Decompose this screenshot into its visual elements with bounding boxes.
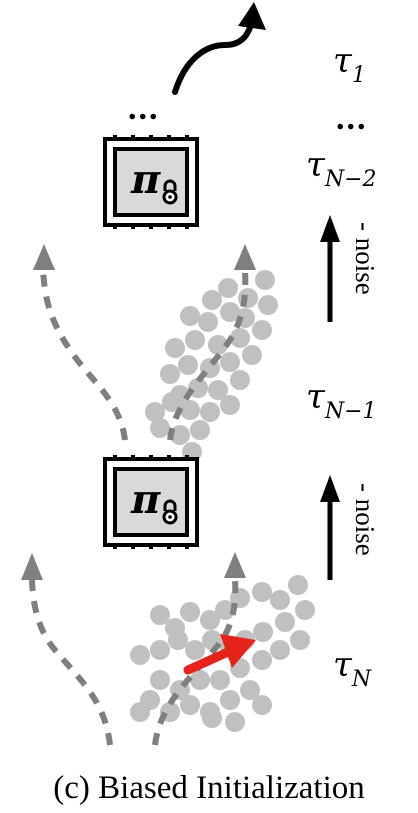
sample-dot bbox=[255, 270, 275, 290]
sample-dot bbox=[150, 640, 170, 660]
sample-dot bbox=[208, 380, 228, 400]
lock-icon bbox=[162, 179, 178, 205]
sample-dot bbox=[220, 690, 240, 710]
sample-dot bbox=[220, 352, 240, 372]
sample-dot bbox=[198, 312, 218, 332]
sample-dot bbox=[145, 402, 165, 422]
sample-dot bbox=[230, 370, 250, 390]
bias-arrow bbox=[183, 634, 256, 675]
noise-label-bottom: - noise bbox=[350, 483, 380, 556]
sample-dot bbox=[218, 278, 238, 298]
sample-dot bbox=[220, 395, 240, 415]
sample-dot bbox=[210, 670, 230, 690]
sample-dot bbox=[215, 600, 235, 620]
sample-dot bbox=[258, 295, 278, 315]
sample-dot bbox=[185, 640, 205, 660]
lower-dashed-path-right bbox=[152, 552, 246, 746]
sample-dot bbox=[180, 400, 200, 420]
sample-dot bbox=[288, 575, 308, 595]
top-curved-arrow bbox=[172, 2, 266, 95]
sample-dot bbox=[130, 702, 150, 722]
sample-dot bbox=[180, 695, 200, 715]
sample-dot bbox=[202, 708, 222, 728]
tau-n-sub: N bbox=[351, 667, 372, 692]
tau-n-base: τ bbox=[333, 645, 352, 685]
upper-sample-cloud bbox=[145, 270, 278, 462]
lower-dashed-path-left bbox=[21, 553, 113, 746]
upper-dashed-path-right bbox=[167, 244, 256, 441]
ellipsis-right: ... bbox=[336, 100, 368, 137]
figure-caption: (c) Biased Initialization bbox=[53, 770, 365, 806]
tau-1-label: τ1 bbox=[333, 41, 366, 87]
sample-dot bbox=[220, 302, 240, 322]
sample-dot bbox=[168, 630, 188, 650]
tau-n-minus-2-base: τ bbox=[306, 145, 325, 185]
sample-dot bbox=[240, 680, 260, 700]
sample-dot bbox=[150, 418, 170, 438]
sample-dot bbox=[270, 590, 290, 610]
policy-symbol-top: π bbox=[131, 156, 161, 203]
policy-chip-bottom bbox=[103, 455, 199, 549]
sample-dot bbox=[252, 582, 272, 602]
sample-dot bbox=[252, 695, 272, 715]
sample-dot bbox=[190, 420, 210, 440]
sample-dot bbox=[290, 630, 310, 650]
sample-dot bbox=[162, 392, 182, 412]
sample-dot bbox=[160, 364, 180, 384]
policy-chip-top bbox=[103, 135, 199, 229]
tau-n-minus-1-sub: N−1 bbox=[324, 399, 377, 424]
sample-dot bbox=[295, 600, 315, 620]
sample-dot bbox=[200, 402, 220, 422]
tau-n-minus-2-sub: N−2 bbox=[324, 167, 377, 192]
sample-dot bbox=[208, 335, 228, 355]
sample-dot bbox=[230, 328, 250, 348]
tau-1-sub: 1 bbox=[351, 63, 366, 88]
sample-dot bbox=[150, 670, 170, 690]
sample-dot bbox=[252, 650, 272, 670]
tau-n-label: τN bbox=[333, 645, 371, 691]
sample-dot bbox=[130, 645, 150, 665]
sample-dot bbox=[202, 290, 222, 310]
tau-n-minus-1-base: τ bbox=[306, 377, 325, 417]
tau-n-minus-1-label: τN−1 bbox=[306, 377, 377, 423]
tau-1-base: τ bbox=[333, 41, 352, 81]
sample-dot bbox=[150, 605, 170, 625]
lock-icon bbox=[162, 499, 178, 525]
sample-dot bbox=[200, 610, 220, 630]
ellipsis-left: ... bbox=[128, 90, 160, 127]
sample-dot bbox=[225, 712, 245, 732]
sample-dot bbox=[180, 306, 200, 326]
sample-dot bbox=[178, 355, 198, 375]
upper-dashed-path-left bbox=[33, 244, 128, 441]
tau-n-minus-2-label: τN−2 bbox=[306, 145, 377, 191]
sample-dot bbox=[242, 345, 262, 365]
noise-arrow-bottom bbox=[320, 475, 340, 580]
sample-dot bbox=[190, 670, 210, 690]
noise-arrow-top bbox=[320, 215, 340, 322]
sample-dot bbox=[185, 330, 205, 350]
sample-dot bbox=[275, 612, 295, 632]
noise-label-top: - noise bbox=[350, 222, 380, 295]
sample-dot bbox=[270, 640, 290, 660]
sample-dot bbox=[253, 622, 273, 642]
sample-dot bbox=[252, 320, 272, 340]
policy-symbol-bottom: π bbox=[131, 476, 161, 523]
sample-dot bbox=[180, 602, 200, 622]
sample-dot bbox=[165, 338, 185, 358]
